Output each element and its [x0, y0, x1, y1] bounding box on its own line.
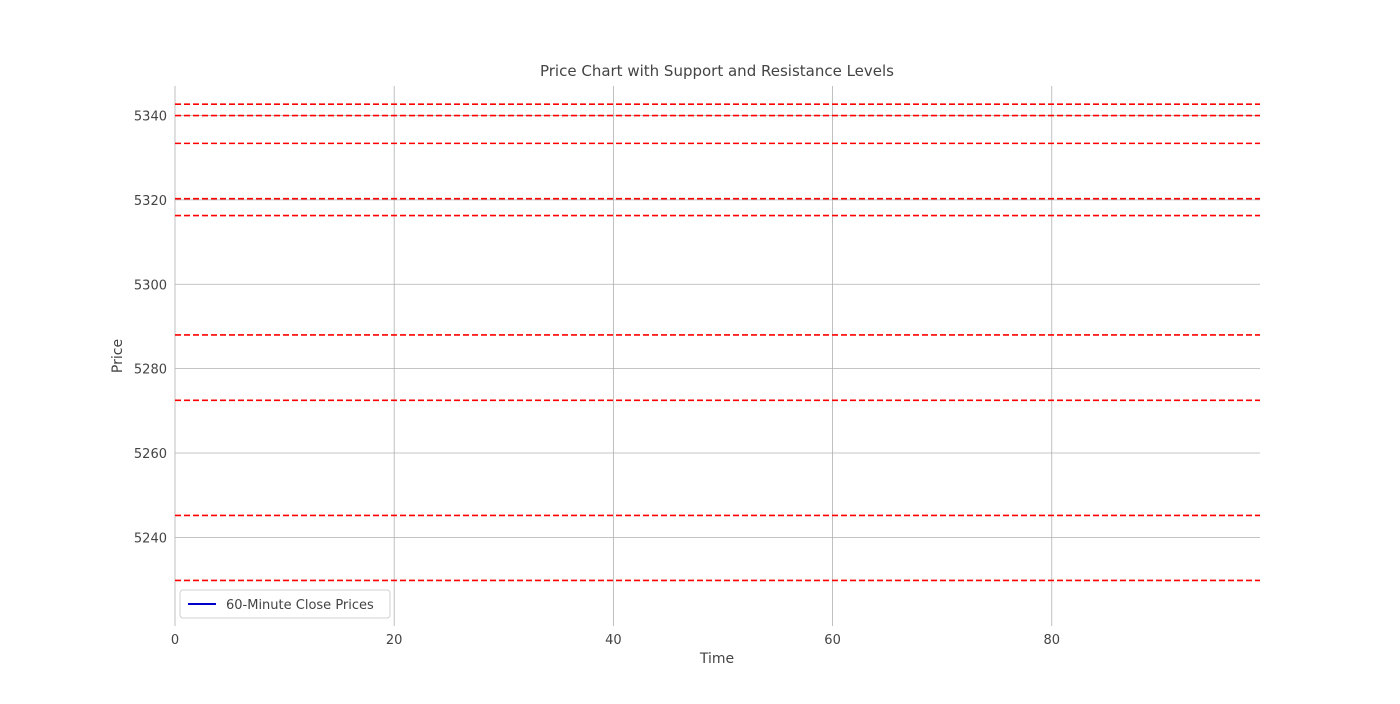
y-tick-label: 5320 [134, 194, 167, 209]
x-tick-label: 0 [171, 633, 179, 648]
x-axis-label: Time [699, 651, 734, 667]
y-tick-label: 5280 [134, 363, 167, 378]
y-tick-label: 5340 [134, 110, 167, 125]
x-tick-label: 60 [824, 633, 841, 648]
y-tick-label: 5260 [134, 447, 167, 462]
y-axis-ticks: 5240 5260 5280 5300 5320 5340 [134, 110, 167, 547]
support-resistance-levels [175, 103, 1260, 582]
x-tick-label: 20 [386, 633, 403, 648]
chart-title: Price Chart with Support and Resistance … [540, 62, 894, 80]
x-tick-label: 40 [605, 633, 622, 648]
x-axis-ticks: 0 20 40 60 80 [171, 633, 1060, 648]
grid [174, 86, 1260, 626]
x-tick-label: 80 [1043, 633, 1060, 648]
legend-box [179, 589, 391, 619]
y-axis-label: Price [110, 339, 126, 373]
y-tick-label: 5240 [134, 531, 167, 546]
legend-label: 60-Minute Close Prices [226, 598, 374, 613]
y-tick-label: 5300 [134, 278, 167, 293]
legend: 60-Minute Close Prices [179, 589, 391, 619]
